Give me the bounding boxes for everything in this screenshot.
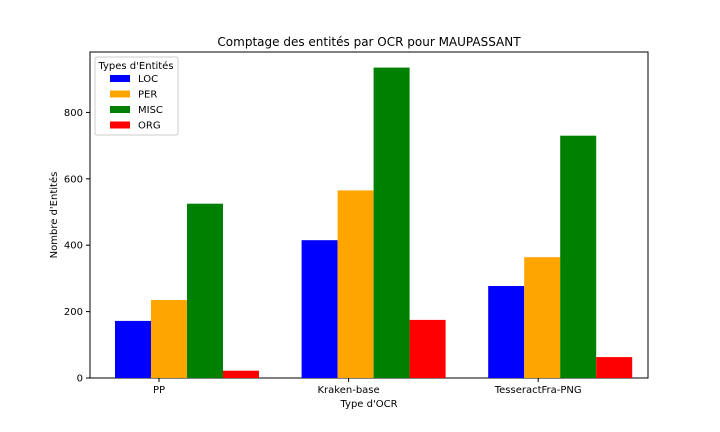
bar-per-2 <box>524 257 561 378</box>
legend-label-org: ORG <box>138 121 161 132</box>
legend-label-loc: LOC <box>138 74 158 85</box>
y-axis-label: Nombre d'Entités <box>48 172 60 259</box>
x-tick-label: PP <box>153 385 165 396</box>
bar-loc-1 <box>301 240 338 378</box>
bar-org-1 <box>409 319 446 378</box>
legend-swatch-per <box>110 90 130 98</box>
legend-swatch-org <box>110 121 130 129</box>
bars-group <box>115 67 633 378</box>
legend-swatch-loc <box>110 75 130 82</box>
legend-items: LOC PER MISC ORG <box>110 74 163 132</box>
chart-title: Comptage des entités par OCR pour MAUPAS… <box>217 35 521 49</box>
bar-per-1 <box>337 190 374 378</box>
y-tick-label: 200 <box>64 307 83 318</box>
bar-per-0 <box>151 300 187 378</box>
x-axis-label: Type d'OCR <box>339 399 397 410</box>
y-axis: 0 200 400 600 800 <box>64 108 90 385</box>
x-axis: PP Kraken-base TesseractFra-PNG <box>153 378 582 396</box>
bar-loc-0 <box>115 320 151 378</box>
x-tick-label: TesseractFra-PNG <box>494 385 582 396</box>
legend-title: Types d'Entités <box>97 60 173 72</box>
legend: Types d'Entités LOC PER MISC ORG <box>94 56 179 136</box>
bar-loc-2 <box>488 286 525 378</box>
y-tick-label: 600 <box>64 174 83 185</box>
bar-misc-1 <box>373 67 410 378</box>
y-tick-label: 400 <box>64 241 83 252</box>
bar-misc-2 <box>560 135 597 378</box>
legend-swatch-misc <box>110 106 130 113</box>
bar-org-2 <box>596 357 633 378</box>
legend-label-per: PER <box>138 90 157 101</box>
bar-org-0 <box>223 370 259 378</box>
y-tick-label: 0 <box>77 374 83 385</box>
legend-label-misc: MISC <box>138 105 163 116</box>
x-tick-label: Kraken-base <box>318 385 380 396</box>
bar-misc-0 <box>187 203 223 378</box>
y-tick-label: 800 <box>64 108 83 119</box>
